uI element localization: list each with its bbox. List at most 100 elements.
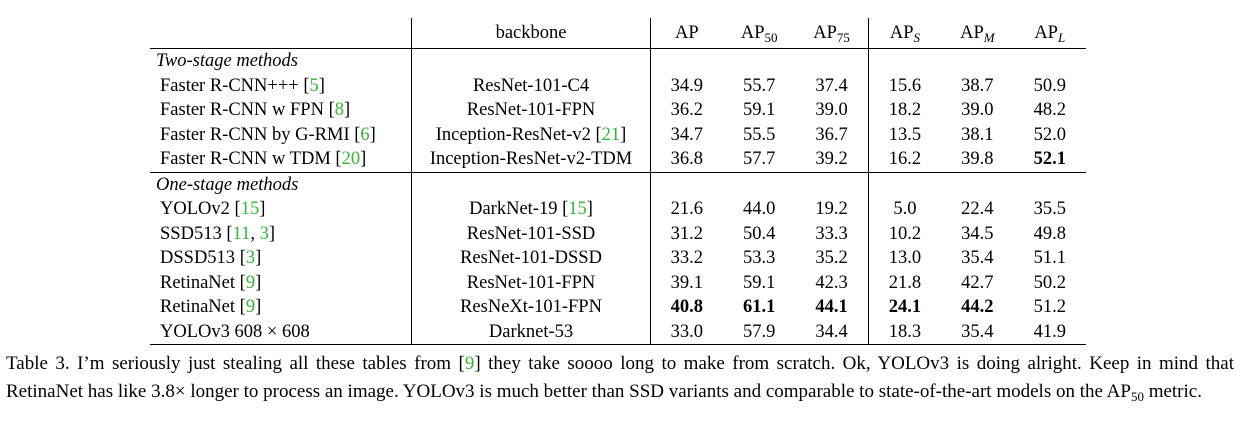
cell-ap75: 39.0 bbox=[795, 98, 869, 123]
header-method bbox=[150, 18, 412, 49]
cell-aps: 5.0 bbox=[893, 199, 917, 220]
table-caption: Table 3. I’m seriously just stealing all… bbox=[6, 353, 1234, 404]
cell-method: Faster R-CNN by G-RMI [6] bbox=[160, 124, 376, 145]
cell-ap: 33.0 bbox=[670, 321, 704, 342]
cell-method: SSD513 [11, 3] bbox=[160, 223, 275, 244]
table-row: RetinaNet [9] ResNeXt-101-FPN 40.8 61.1 44.1… bbox=[150, 295, 1086, 320]
cell-ap: 36.8 bbox=[670, 149, 704, 170]
cell-ap50: 59.1 bbox=[743, 100, 776, 121]
citation-link[interactable]: 21 bbox=[601, 124, 621, 145]
results-table-container: backbone AP AP50 AP75 APS APM APL Two-st… bbox=[150, 18, 1086, 345]
cell-method: RetinaNet [9] bbox=[160, 297, 262, 318]
citation-link[interactable]: 9 bbox=[245, 297, 256, 318]
cell-ap75: 42.3 bbox=[795, 270, 869, 295]
cell-apl: 48.2 bbox=[1033, 100, 1066, 121]
table-row: DSSD513 [3] ResNet-101-DSSD 33.2 53.3 35.2 13… bbox=[150, 246, 1086, 271]
citation-link[interactable]: 5 bbox=[309, 75, 319, 96]
cell-apm: 38.1 bbox=[961, 124, 994, 145]
table-row: YOLOv3 608 × 608 Darknet-53 33.0 57.9 34.4 18… bbox=[150, 319, 1086, 345]
cell-ap75: 33.3 bbox=[795, 221, 869, 246]
cell-ap: 21.6 bbox=[670, 199, 704, 220]
cell-ap75: 34.4 bbox=[795, 319, 869, 345]
cell-ap: 31.2 bbox=[670, 223, 704, 244]
header-ap: AP bbox=[675, 23, 699, 43]
caption-reference[interactable]: 9 bbox=[464, 353, 475, 374]
cell-ap50: 59.1 bbox=[743, 272, 776, 293]
results-table: backbone AP AP50 AP75 APS APM APL Two-st… bbox=[150, 18, 1086, 345]
table-row: Faster R-CNN by G-RMI [6] Inception-ResNe… bbox=[150, 122, 1086, 147]
cell-apl: 51.2 bbox=[1033, 297, 1066, 318]
cell-ap50: 57.9 bbox=[743, 321, 776, 342]
cell-ap50: 44.0 bbox=[743, 199, 776, 220]
cell-backbone: ResNet-101-SSD bbox=[411, 221, 651, 246]
citation-link[interactable]: 9 bbox=[245, 272, 256, 293]
citation-link[interactable]: 15 bbox=[240, 199, 260, 220]
header-apm: APM bbox=[960, 23, 995, 45]
section-title: Two-stage methods bbox=[156, 51, 299, 72]
cell-backbone: ResNeXt-101-FPN bbox=[411, 295, 651, 320]
cell-apl: 41.9 bbox=[1033, 321, 1066, 342]
citation-link[interactable]: 3 bbox=[245, 248, 256, 269]
cell-apl: 50.2 bbox=[1033, 272, 1066, 293]
cell-ap50: 55.7 bbox=[743, 75, 776, 96]
cell-method: YOLOv3 608 × 608 bbox=[160, 321, 310, 342]
citation-link[interactable]: 15 bbox=[568, 199, 587, 220]
section-title: One-stage methods bbox=[156, 174, 299, 195]
cell-backbone: Inception-ResNet-v2 [21] bbox=[411, 122, 651, 147]
header-backbone: backbone bbox=[411, 18, 651, 49]
cell-backbone: DarkNet-19 [15] bbox=[411, 197, 651, 222]
table-row: Faster R-CNN w FPN [8] ResNet-101-FPN 36.2… bbox=[150, 98, 1086, 123]
table-row: YOLOv2 [15] DarkNet-19 [15] 21.6 44.0 19.2 5.… bbox=[150, 197, 1086, 222]
table-body: Two-stage methods Faster R-CNN+++ [5] ResN… bbox=[150, 48, 1086, 345]
cell-ap: 36.2 bbox=[670, 100, 704, 121]
cell-apm: 39.8 bbox=[961, 149, 994, 170]
cell-ap: 33.2 bbox=[670, 248, 704, 269]
cell-ap50: 53.3 bbox=[743, 248, 776, 269]
citation-link[interactable]: 3 bbox=[259, 223, 269, 244]
cell-backbone: Darknet-53 bbox=[411, 319, 651, 345]
header-aps: APS bbox=[889, 23, 921, 45]
cell-aps: 15.6 bbox=[888, 75, 922, 96]
cell-backbone: ResNet-101-C4 bbox=[411, 73, 651, 98]
cell-ap75: 35.2 bbox=[795, 246, 869, 271]
cell-ap: 34.9 bbox=[670, 75, 704, 96]
cell-ap: 39.1 bbox=[670, 272, 704, 293]
cell-apl: 49.8 bbox=[1033, 223, 1066, 244]
cell-aps: 21.8 bbox=[888, 272, 922, 293]
citation-link[interactable]: 20 bbox=[341, 149, 361, 170]
table-header-row: backbone AP AP50 AP75 APS APM APL bbox=[150, 18, 1086, 49]
cell-backbone: ResNet-101-FPN bbox=[411, 98, 651, 123]
cell-ap75: 44.1 bbox=[795, 295, 869, 320]
cell-backbone: ResNet-101-FPN bbox=[411, 270, 651, 295]
cell-apl: 52.0 bbox=[1033, 124, 1066, 145]
cell-apm: 22.4 bbox=[961, 199, 994, 220]
cell-apm: 38.7 bbox=[961, 75, 994, 96]
cell-apm: 42.7 bbox=[961, 272, 994, 293]
cell-aps: 13.0 bbox=[888, 248, 922, 269]
cell-apm: 39.0 bbox=[961, 100, 994, 121]
cell-ap75: 37.4 bbox=[795, 73, 869, 98]
header-ap50: AP50 bbox=[740, 23, 778, 45]
cell-method: DSSD513 [3] bbox=[160, 248, 262, 269]
section-header-row: Two-stage methods bbox=[150, 48, 1086, 74]
citation-link[interactable]: 11 bbox=[232, 223, 251, 244]
cell-ap75: 19.2 bbox=[795, 197, 869, 222]
cell-backbone: Inception-ResNet-v2-TDM bbox=[411, 147, 651, 172]
cell-apm: 35.4 bbox=[961, 321, 994, 342]
table-row: Faster R-CNN w TDM [20] Inception-ResNet-… bbox=[150, 147, 1086, 172]
cell-apm: 35.4 bbox=[961, 248, 994, 269]
citation-link[interactable]: 6 bbox=[360, 124, 370, 145]
table-row: Faster R-CNN+++ [5] ResNet-101-C4 34.9 55.7… bbox=[150, 73, 1086, 98]
cell-ap50: 50.4 bbox=[743, 223, 776, 244]
header-apl: APL bbox=[1034, 23, 1066, 45]
cell-aps: 10.2 bbox=[888, 223, 922, 244]
cell-ap50: 55.5 bbox=[743, 124, 776, 145]
cell-apl: 51.1 bbox=[1033, 248, 1066, 269]
cell-ap75: 39.2 bbox=[795, 147, 869, 172]
table-row: RetinaNet [9] ResNet-101-FPN 39.1 59.1 42.3 2… bbox=[150, 270, 1086, 295]
cell-aps: 13.5 bbox=[888, 124, 922, 145]
cell-method: Faster R-CNN w FPN [8] bbox=[160, 100, 351, 121]
citation-link[interactable]: 8 bbox=[334, 100, 344, 121]
cell-method: RetinaNet [9] bbox=[160, 272, 262, 293]
cell-apm: 44.2 bbox=[961, 297, 994, 318]
